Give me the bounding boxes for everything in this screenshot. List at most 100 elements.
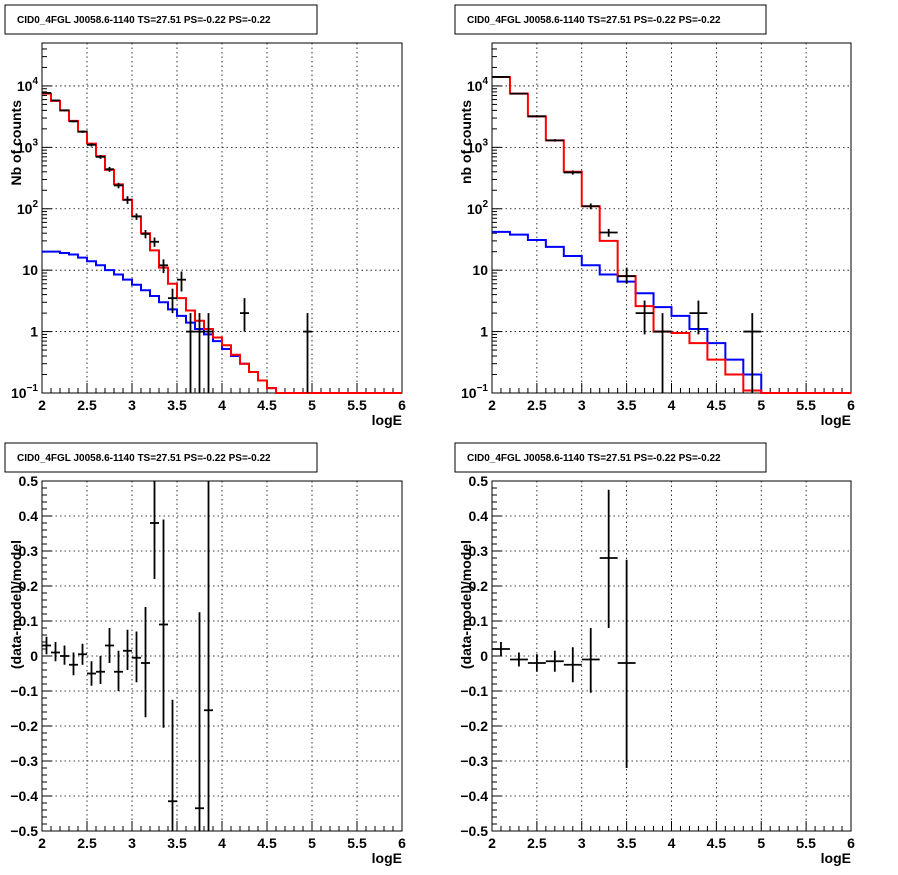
x-tick-label: 5 [308, 835, 316, 851]
y-tick-label: 1 [30, 324, 38, 340]
data-point [114, 650, 123, 691]
data-point [60, 109, 69, 112]
data-point [42, 636, 51, 655]
data-point [563, 170, 582, 175]
x-tick-label: 6 [847, 397, 855, 413]
y-tick-label: 0 [30, 648, 38, 664]
y-tick-label: 10 [472, 262, 488, 278]
y-tick-label: 103 [17, 137, 39, 155]
x-tick-label: 5.5 [796, 835, 816, 851]
y-tick-label: −0.1 [10, 683, 38, 699]
x-tick-label: 2 [38, 397, 46, 413]
data-point [78, 130, 87, 133]
data-point [581, 203, 600, 210]
x-tick-label: 4.5 [257, 835, 277, 851]
chart-panel-1: CID0_4FGL J0058.6-1140 TS=27.51 PS=-0.22… [4, 4, 406, 428]
data-point [509, 652, 528, 667]
x-tick-label: 2.5 [77, 397, 97, 413]
data-point [240, 298, 249, 332]
model-total-histogram [492, 75, 851, 394]
data-point [492, 642, 510, 656]
model-component-histogram [492, 230, 851, 394]
data-point [168, 699, 177, 831]
data-point [96, 656, 105, 684]
data-point [303, 313, 312, 393]
y-tick-label: 0.3 [19, 543, 39, 559]
data-point [78, 643, 87, 665]
data-point [123, 196, 132, 204]
x-tick-label: 4 [218, 397, 226, 413]
x-tick-label: 4 [218, 835, 226, 851]
data-point [617, 559, 636, 768]
data-point [617, 267, 636, 284]
y-axis-title: (data-model)/model [8, 540, 24, 669]
y-axis-title: Nb of counts [8, 100, 24, 186]
data-point [509, 92, 528, 95]
y-tick-label: 0.1 [469, 613, 489, 629]
y-tick-label: 1 [480, 324, 488, 340]
y-tick-label: −0.1 [460, 683, 488, 699]
x-tick-label: 2.5 [77, 835, 97, 851]
data-point [105, 628, 114, 663]
x-tick-label: 3.5 [167, 835, 187, 851]
data-point [123, 629, 132, 670]
data-point [492, 76, 510, 78]
data-point [150, 237, 159, 247]
y-tick-label: 0.5 [19, 473, 39, 489]
data-point [195, 313, 204, 393]
x-tick-label: 6 [847, 835, 855, 851]
data-point [545, 650, 564, 672]
y-axis-title: (data-model)/model [458, 540, 474, 669]
chart-title: CID0_4FGL J0058.6-1140 TS=27.51 PS=-0.22… [467, 15, 721, 26]
y-tick-label: 0.4 [469, 508, 489, 524]
data-point [563, 647, 582, 683]
x-tick-label: 4.5 [707, 397, 727, 413]
y-tick-label: 0.5 [469, 473, 489, 489]
y-tick-label: 104 [467, 76, 489, 94]
y-tick-label: −0.3 [460, 753, 488, 769]
chart-title: CID0_4FGL J0058.6-1140 TS=27.51 PS=-0.22… [17, 453, 271, 464]
y-tick-label: 102 [467, 199, 489, 217]
data-point [69, 652, 78, 676]
x-axis-title: logE [821, 850, 851, 866]
x-tick-label: 5.5 [347, 397, 367, 413]
data-point [689, 300, 708, 335]
x-tick-label: 4.5 [707, 835, 727, 851]
y-tick-label: −0.2 [10, 718, 38, 734]
x-axis-title: logE [821, 412, 851, 428]
y-tick-label: 10 [22, 262, 38, 278]
data-point [51, 99, 60, 102]
x-tick-label: 3.5 [617, 835, 637, 851]
y-tick-label: 10−1 [461, 383, 488, 401]
y-tick-label: −0.5 [10, 823, 38, 839]
data-point [69, 120, 78, 123]
title-box [4, 4, 318, 35]
data-point [150, 481, 159, 579]
x-tick-label: 3 [128, 397, 136, 413]
chart-title: CID0_4FGL J0058.6-1140 TS=27.51 PS=-0.22… [17, 15, 271, 26]
title-box [4, 442, 318, 473]
data-point [527, 115, 546, 118]
y-tick-label: 0.2 [469, 578, 489, 594]
data-point [141, 607, 150, 718]
chart-title: CID0_4FGL J0058.6-1140 TS=27.51 PS=-0.22… [467, 453, 721, 464]
x-tick-label: 4 [668, 835, 676, 851]
x-tick-label: 3 [578, 397, 586, 413]
x-axis-title: logE [372, 412, 402, 428]
data-point [635, 300, 654, 335]
data-point [599, 489, 618, 628]
data-point [87, 143, 96, 147]
y-tick-label: 0.1 [19, 613, 39, 629]
y-tick-label: −0.5 [460, 823, 488, 839]
chart-panel-2: CID0_4FGL J0058.6-1140 TS=27.51 PS=-0.22… [454, 4, 855, 428]
title-box [454, 442, 767, 473]
y-tick-label: 0 [480, 648, 488, 664]
data-point [527, 654, 546, 672]
data-point [141, 230, 150, 239]
x-tick-label: 4.5 [257, 397, 277, 413]
x-tick-label: 6 [398, 397, 406, 413]
y-tick-label: 10−1 [11, 383, 38, 401]
data-point [132, 213, 141, 220]
data-point [96, 155, 105, 159]
